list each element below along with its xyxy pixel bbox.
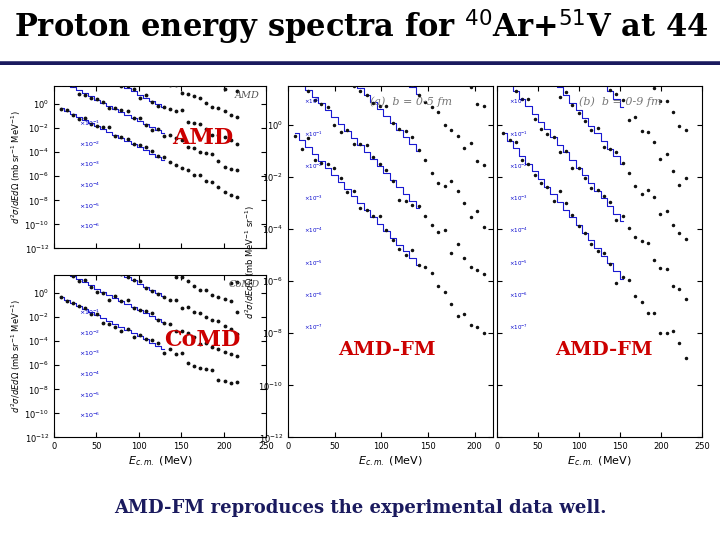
- Text: $\times10^{-6}$: $\times10^{-6}$: [79, 222, 101, 232]
- Text: $\times10^{-4}$: $\times10^{-4}$: [509, 226, 528, 235]
- Text: Proton energy spectra for $^{40}$Ar+$^{51}$V at 44 MeV/nucleon: Proton energy spectra for $^{40}$Ar+$^{5…: [14, 8, 720, 47]
- Text: $\times10^{-1}$: $\times10^{-1}$: [509, 129, 528, 139]
- Text: $\times10^{-2}$: $\times10^{-2}$: [79, 328, 101, 338]
- X-axis label: $E_{c.m.}$ (MeV): $E_{c.m.}$ (MeV): [567, 454, 631, 468]
- Text: $\times10^{-3}$: $\times10^{-3}$: [509, 194, 528, 203]
- Text: (a)  b = 0-5 fm: (a) b = 0-5 fm: [370, 97, 452, 107]
- Text: CoMD: CoMD: [229, 280, 260, 289]
- X-axis label: $E_{c.m.}$ (MeV): $E_{c.m.}$ (MeV): [128, 454, 192, 468]
- Text: $\times10^{-1}$: $\times10^{-1}$: [79, 118, 101, 128]
- Text: $\times10^{-3}$: $\times10^{-3}$: [305, 194, 323, 203]
- Text: AMD-FM: AMD-FM: [338, 341, 436, 359]
- Y-axis label: $d^2\sigma/dEd\Omega$ (mb sr$^{-1}$ MeV$^{-1}$): $d^2\sigma/dEd\Omega$ (mb sr$^{-1}$ MeV$…: [9, 111, 23, 224]
- Text: $\times10^{-5}$: $\times10^{-5}$: [79, 201, 101, 211]
- Text: $\times10^{-2}$: $\times10^{-2}$: [79, 139, 101, 148]
- Text: AMD: AMD: [235, 91, 260, 100]
- Text: $\times10^{-6}$: $\times10^{-6}$: [509, 291, 528, 300]
- Text: $\times10^{-2}$: $\times10^{-2}$: [509, 161, 528, 171]
- Text: $\times10^{-5}$: $\times10^{-5}$: [79, 390, 101, 400]
- Text: $\times10^{-7}$: $\times10^{-7}$: [305, 323, 323, 332]
- X-axis label: $E_{c.m.}$ (MeV): $E_{c.m.}$ (MeV): [359, 454, 423, 468]
- Text: $\times10^{-4}$: $\times10^{-4}$: [305, 226, 323, 235]
- Text: $\times10^{-1}$: $\times10^{-1}$: [79, 307, 101, 317]
- Text: $\times10^{-3}$: $\times10^{-3}$: [79, 349, 101, 358]
- Text: $\times10^{-2}$: $\times10^{-2}$: [305, 161, 323, 171]
- Text: $\times10^{-5}$: $\times10^{-5}$: [509, 258, 528, 268]
- Text: $\times10^{-6}$: $\times10^{-6}$: [305, 291, 323, 300]
- Text: CoMD: CoMD: [165, 329, 240, 351]
- Text: $\times10^{-3}$: $\times10^{-3}$: [79, 160, 101, 169]
- Y-axis label: $d^2\sigma/dEd\Omega$ (mb sr$^{-1}$ MeV$^{-1}$): $d^2\sigma/dEd\Omega$ (mb sr$^{-1}$ MeV$…: [9, 300, 23, 413]
- Text: AMD: AMD: [172, 127, 233, 149]
- Text: $\times10^{-5}$: $\times10^{-5}$: [305, 258, 323, 268]
- Y-axis label: $d^2\sigma/dEd\Omega$ (mb MeV$^{-1}$ sr$^{-1}$): $d^2\sigma/dEd\Omega$ (mb MeV$^{-1}$ sr$…: [243, 205, 257, 319]
- Text: $\times10^{-1}$: $\times10^{-1}$: [305, 129, 323, 139]
- Text: $\times10^{0}$: $\times10^{0}$: [305, 97, 320, 106]
- Text: $\times10^{-4}$: $\times10^{-4}$: [79, 181, 101, 190]
- Text: $\times10^{-4}$: $\times10^{-4}$: [79, 370, 101, 379]
- Text: (b)  b = 0-9 fm: (b) b = 0-9 fm: [579, 97, 661, 107]
- Text: $\times10^{-7}$: $\times10^{-7}$: [509, 323, 528, 332]
- Text: AMD-FM: AMD-FM: [554, 341, 652, 359]
- Text: $\times10^{-6}$: $\times10^{-6}$: [79, 411, 101, 421]
- Text: $\times10^{0}$: $\times10^{0}$: [509, 97, 525, 106]
- Text: AMD-FM reproduces the experimental data well.: AMD-FM reproduces the experimental data …: [114, 498, 606, 517]
